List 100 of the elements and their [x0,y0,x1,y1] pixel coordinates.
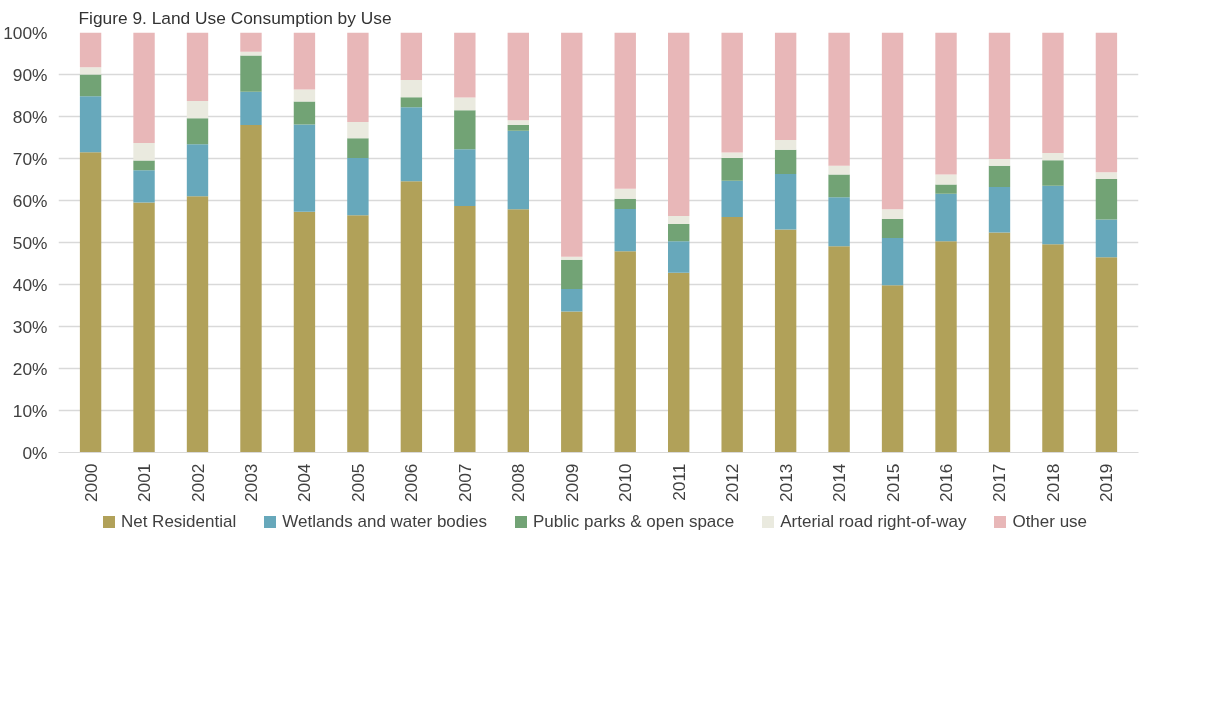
bar [507,120,529,125]
bar [507,124,529,131]
bar [668,224,690,242]
x-tick-label: 2013 [775,463,796,503]
bar [400,79,423,98]
bar [79,32,102,68]
bar [561,311,583,453]
x-tick-label: 2015 [882,463,903,503]
bar [614,32,636,189]
bar [988,165,1011,188]
bar [668,216,690,225]
bar [828,165,850,175]
bar [561,256,583,260]
bar [240,91,262,125]
bar [400,107,423,182]
x-tick-label: 2010 [615,463,636,503]
y-tick-label: 90% [12,64,48,85]
y-tick-label: 70% [12,148,48,169]
bar [186,118,209,145]
bar [988,32,1011,159]
bar [454,205,476,453]
bar [561,289,583,312]
legend-label: Other use [1012,511,1088,533]
bar [988,187,1011,233]
bar [828,246,850,453]
bar [721,180,743,217]
bar [668,272,690,453]
bar [935,32,957,175]
bar [293,211,316,453]
bar [240,55,262,92]
bar [454,32,476,98]
bar [293,32,316,90]
bar [133,160,155,171]
bar [454,110,476,150]
bar [774,32,797,141]
y-tick-label: 10% [12,400,48,421]
bar [507,209,529,453]
bar [79,96,102,153]
y-tick-label: 50% [12,232,48,253]
bar [240,124,262,453]
x-tick-label: 2006 [401,463,422,503]
bar [881,209,904,219]
bar [614,208,636,252]
bar [881,218,904,238]
bar [935,184,957,194]
bar [828,174,850,198]
legend-label: Public parks & open space [532,511,735,533]
bar [240,51,262,56]
x-tick-label: 2003 [240,463,261,503]
bar [507,130,529,210]
bar [774,229,797,453]
bar [774,174,797,230]
bar [400,32,423,80]
bar [1095,219,1118,258]
bar [293,101,316,125]
bar [614,251,636,453]
bar [668,241,690,273]
x-tick-label: 2007 [454,463,475,503]
bar [240,32,262,52]
legend-label: Wetlands and water bodies [282,511,487,533]
bar [935,193,957,242]
bar [454,97,476,111]
bar [507,32,529,121]
bar [347,138,369,159]
bar [186,144,209,197]
bar [561,259,583,290]
chart-title: Figure 9. Land Use Consumption by Use [78,7,392,28]
bar [79,152,102,453]
bar [293,124,316,212]
x-tick-label: 2019 [1096,463,1117,503]
bar [828,32,850,166]
y-tick-label: 40% [12,274,48,295]
bar [133,142,155,161]
bar [614,198,636,209]
x-tick-label: 2004 [294,463,315,503]
bar [400,181,423,453]
bar [988,158,1011,166]
x-tick-label: 2012 [722,463,743,503]
bar [935,241,957,453]
bar [293,89,316,102]
y-tick-label: 80% [12,106,48,127]
bar [1095,32,1118,173]
x-tick-label: 2005 [347,463,368,503]
bar [347,32,369,122]
bar [454,149,476,206]
x-tick-label: 2001 [134,463,155,503]
x-tick-label: 2009 [561,463,582,503]
bar [1095,172,1118,180]
bar [1095,257,1118,453]
bar [774,140,797,150]
bar [1042,244,1064,453]
bar [881,32,904,210]
bar [1095,179,1118,220]
bar [347,121,369,139]
bar [988,232,1011,453]
bar [1042,185,1064,245]
legend-label: Net Residential [120,511,237,533]
bar [668,32,690,217]
bar [881,285,904,453]
bar [79,67,102,75]
